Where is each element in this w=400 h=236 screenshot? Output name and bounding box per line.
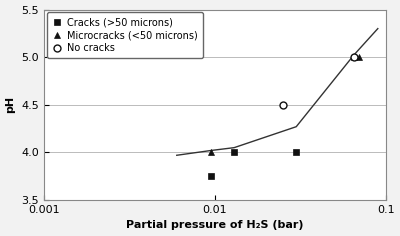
Legend: Cracks (>50 microns), Microcracks (<50 microns), No cracks: Cracks (>50 microns), Microcracks (<50 m… bbox=[47, 13, 203, 58]
Line: No cracks: No cracks bbox=[279, 54, 357, 108]
No cracks bbox=[351, 56, 356, 59]
Microcracks (<50 microns) bbox=[208, 151, 213, 154]
Line: Cracks (>50 microns): Cracks (>50 microns) bbox=[207, 149, 300, 180]
No cracks bbox=[280, 103, 285, 106]
X-axis label: Partial pressure of H₂S (bar): Partial pressure of H₂S (bar) bbox=[126, 220, 304, 230]
Microcracks (<50 microns) bbox=[357, 56, 362, 59]
Y-axis label: pH: pH bbox=[6, 96, 16, 113]
Line: Microcracks (<50 microns): Microcracks (<50 microns) bbox=[207, 54, 363, 156]
Cracks (>50 microns) bbox=[232, 151, 236, 154]
Cracks (>50 microns) bbox=[294, 151, 299, 154]
Cracks (>50 microns) bbox=[208, 175, 213, 178]
Microcracks (<50 microns) bbox=[351, 56, 356, 59]
